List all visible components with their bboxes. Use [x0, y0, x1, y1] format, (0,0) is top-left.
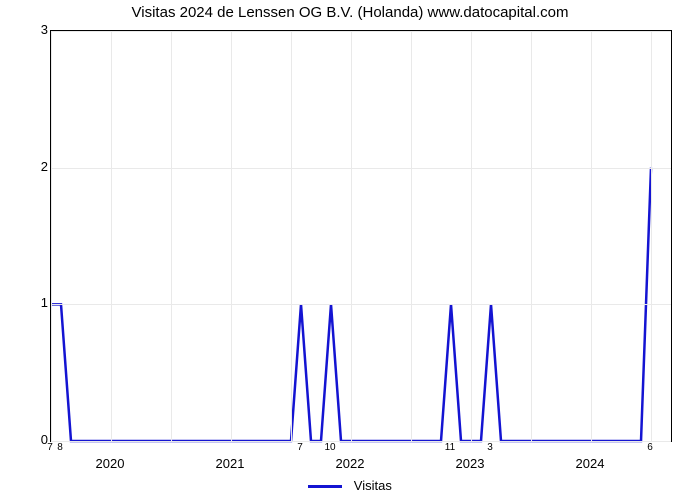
x-tick-minor: 11	[445, 442, 455, 453]
line-series	[51, 31, 671, 441]
vgrid-line	[591, 31, 592, 441]
hgrid-line	[51, 441, 671, 442]
y-tick-label: 1	[8, 295, 48, 310]
x-tick-minor: 7	[297, 442, 303, 453]
vgrid-line	[471, 31, 472, 441]
y-tick-label: 2	[8, 159, 48, 174]
plot-area	[50, 30, 672, 442]
x-tick-minor: 10	[324, 442, 335, 453]
y-tick-label: 3	[8, 22, 48, 37]
x-tick-minor: 3	[487, 442, 493, 453]
x-tick-minor: 7	[47, 442, 53, 453]
x-tick-major: 2022	[336, 456, 365, 471]
x-tick-minor: 6	[647, 442, 653, 453]
x-tick-major: 2024	[576, 456, 605, 471]
legend-label: Visitas	[354, 478, 392, 493]
x-tick-major: 2023	[456, 456, 485, 471]
vgrid-line	[171, 31, 172, 441]
legend-swatch-icon	[308, 485, 342, 488]
chart-title: Visitas 2024 de Lenssen OG B.V. (Holanda…	[0, 4, 700, 21]
vgrid-line	[651, 31, 652, 441]
vgrid-line	[231, 31, 232, 441]
hgrid-line	[51, 304, 671, 305]
legend: Visitas	[0, 478, 700, 493]
y-tick-label: 0	[8, 432, 48, 447]
vgrid-line	[291, 31, 292, 441]
vgrid-line	[351, 31, 352, 441]
hgrid-line	[51, 168, 671, 169]
vgrid-line	[51, 31, 52, 441]
vgrid-line	[411, 31, 412, 441]
x-tick-major: 2021	[216, 456, 245, 471]
x-tick-minor: 8	[57, 442, 63, 453]
vgrid-line	[111, 31, 112, 441]
hgrid-line	[51, 31, 671, 32]
vgrid-line	[531, 31, 532, 441]
x-tick-major: 2020	[96, 456, 125, 471]
chart-container: Visitas 2024 de Lenssen OG B.V. (Holanda…	[0, 0, 700, 500]
